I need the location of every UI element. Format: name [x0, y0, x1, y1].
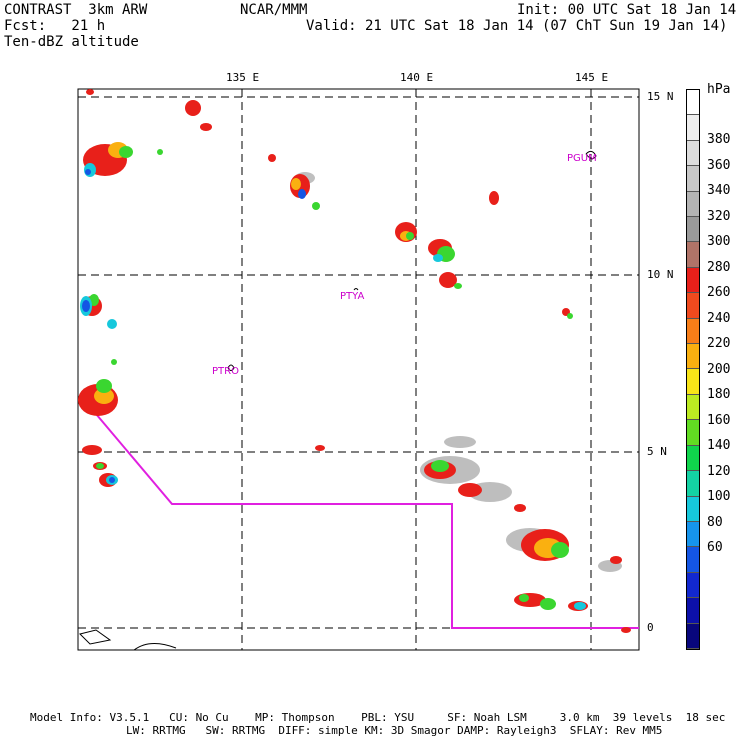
lat-label-0: 0 — [647, 621, 654, 634]
colorbar — [686, 89, 700, 650]
model-info-line1: Model Info: V3.5.1 CU: No Cu MP: Thompso… — [30, 711, 726, 724]
lon-label-140: 140 E — [400, 71, 434, 84]
colorbar-tick-label: 100 — [707, 489, 731, 504]
colorbar-swatch — [687, 267, 699, 294]
lat-label-15n: 15 N — [647, 90, 674, 103]
colorbar-swatch — [687, 217, 699, 243]
colorbar-tick-label: 80 — [707, 514, 723, 530]
center-name: NCAR/MMM — [240, 2, 308, 18]
echo-field — [78, 89, 631, 633]
colorbar-swatch — [687, 445, 699, 472]
lat-lon-grid — [78, 89, 639, 650]
colorbar-tick-label: 60 — [707, 540, 723, 555]
boundary-line — [79, 394, 639, 629]
init-time: Init: 00 UTC Sat 18 Jan 14 — [517, 2, 737, 18]
lon-label-135: 135 E — [226, 71, 260, 84]
colorbar-tick-label: 260 — [707, 285, 731, 300]
lat-label-10n: 10 N — [647, 268, 674, 281]
colorbar-tick-label: 140 — [707, 438, 731, 453]
lon-label-145: 145 E — [575, 71, 609, 84]
colorbar-swatch — [687, 293, 699, 319]
map-frame — [77, 88, 640, 651]
colorbar-tick-label: 360 — [707, 157, 731, 173]
colorbar-swatch — [687, 242, 699, 268]
colorbar-unit: hPa — [707, 82, 731, 97]
colorbar-swatch — [687, 496, 699, 522]
colorbar-tick-label: 380 — [707, 132, 731, 147]
colorbar-swatch — [687, 623, 699, 649]
colorbar-swatch — [687, 598, 699, 624]
station-labels: PGUM PTYA PTRO — [212, 153, 597, 377]
colorbar-swatch — [687, 90, 699, 116]
colorbar-tick-label: 160 — [707, 412, 731, 428]
colorbar-swatch — [687, 369, 699, 395]
station-pgum: PGUM — [567, 153, 597, 164]
colorbar-swatch — [687, 572, 699, 599]
colorbar-swatch — [687, 140, 699, 167]
forecast-hour: Fcst: 21 h — [4, 18, 106, 34]
lat-label-5n: 5 N — [647, 445, 667, 458]
valid-time: Valid: 21 UTC Sat 18 Jan 14 (07 ChT Sun … — [306, 18, 728, 34]
colorbar-swatch — [687, 344, 699, 370]
colorbar-swatch — [687, 191, 699, 218]
colorbar-tick-label: 280 — [707, 259, 731, 275]
colorbar-tick-label: 120 — [707, 463, 731, 479]
colorbar-swatch — [687, 471, 699, 497]
colorbar-swatch — [687, 115, 699, 141]
colorbar-swatch — [687, 394, 699, 421]
colorbar-tick-label: 340 — [707, 183, 731, 198]
model-title: CONTRAST 3km ARW — [4, 2, 148, 18]
colorbar-tick-label: 240 — [707, 310, 731, 326]
field-name: Ten-dBZ altitude — [4, 34, 139, 50]
station-ptro: PTRO — [212, 366, 239, 377]
station-ptya: PTYA — [340, 291, 364, 302]
colorbar-swatch — [687, 420, 699, 446]
model-info-line2: LW: RRTMG SW: RRTMG DIFF: simple KM: 3D … — [126, 724, 663, 737]
colorbar-tick-label: 200 — [707, 361, 731, 377]
colorbar-swatch — [687, 166, 699, 192]
colorbar-tick-label: 300 — [707, 234, 731, 249]
colorbar-swatch — [687, 547, 699, 573]
colorbar-tick-label: 180 — [707, 387, 731, 402]
colorbar-swatch — [687, 318, 699, 345]
coastlines — [79, 150, 597, 651]
colorbar-tick-label: 220 — [707, 336, 731, 351]
colorbar-tick-label: 320 — [707, 208, 731, 224]
colorbar-swatch — [687, 521, 699, 548]
